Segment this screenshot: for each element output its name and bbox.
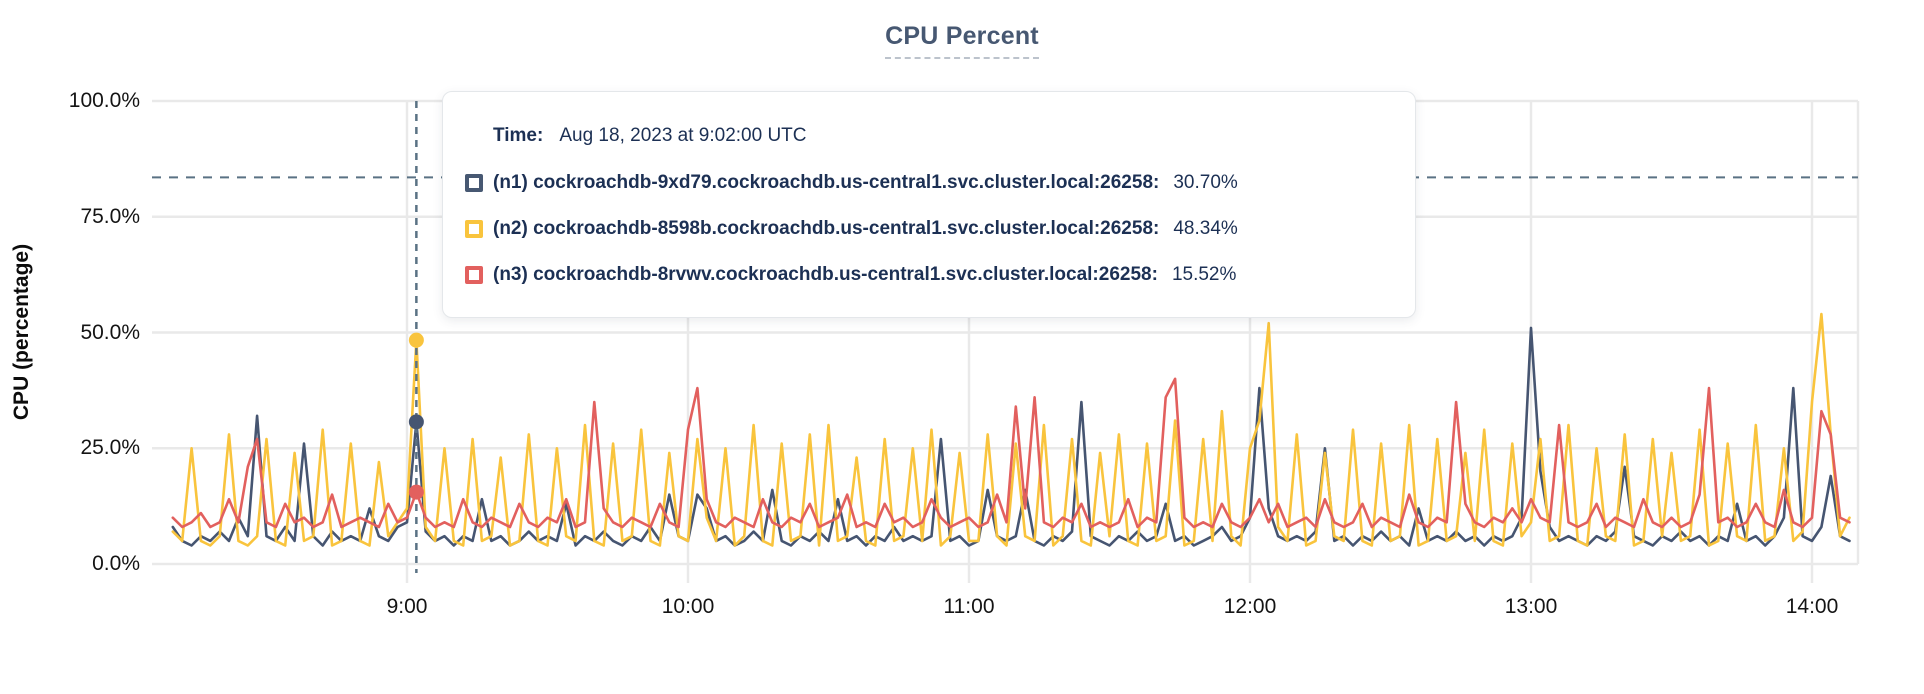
series-n1-swatch-icon [465, 174, 483, 192]
legend-row-n1: (n1) cockroachdb-9xd79.cockroachdb.us-ce… [465, 172, 1385, 194]
chart-tooltip: Time: Aug 18, 2023 at 9:02:00 UTC (n1) co… [442, 91, 1416, 318]
series-n1-value: 30.70% [1173, 172, 1238, 193]
series-line-n1[interactable] [171, 326, 1851, 547]
series-n3-swatch-icon [465, 266, 483, 284]
series-n2-swatch-icon [465, 220, 483, 238]
x-tick-label: 10:00 [661, 595, 715, 618]
series-n3-label: (n3) cockroachdb-8rvwv.cockroachdb.us-ce… [493, 264, 1158, 285]
series-line-n3[interactable] [171, 377, 1851, 529]
legend-row-n2: (n2) cockroachdb-8598b.cockroachdb.us-ce… [465, 218, 1385, 240]
x-tick-label: 9:00 [386, 595, 428, 618]
highlight-dot-n3[interactable] [408, 484, 424, 500]
x-tick-label: 13:00 [1504, 595, 1558, 618]
tooltip-time-label: Time: [493, 125, 544, 146]
legend-row-n3: (n3) cockroachdb-8rvwv.cockroachdb.us-ce… [465, 264, 1385, 286]
y-tick-label: 25.0% [80, 436, 140, 460]
y-tick-label: 50.0% [80, 320, 140, 344]
highlight-dot-n2[interactable] [408, 332, 424, 348]
highlight-dot-n1[interactable] [408, 414, 424, 430]
tooltip-time-row: Time: Aug 18, 2023 at 9:02:00 UTC [493, 125, 1385, 147]
y-tick-label: 100.0% [68, 89, 140, 112]
x-tick-label: 12:00 [1223, 595, 1277, 618]
y-tick-label: 0.0% [92, 552, 140, 575]
series-n3-value: 15.52% [1171, 264, 1237, 285]
tooltip-time-value: Aug 18, 2023 at 9:02:00 UTC [559, 125, 807, 146]
series-n2-label: (n2) cockroachdb-8598b.cockroachdb.us-ce… [493, 218, 1160, 239]
chart-title[interactable]: CPU Percent [885, 22, 1039, 59]
chart-title-wrap: CPU Percent [0, 22, 1924, 59]
series-n2-value: 48.34% [1173, 218, 1238, 239]
x-tick-label: 14:00 [1785, 595, 1839, 618]
y-tick-label: 75.0% [80, 204, 140, 228]
series-n1-label: (n1) cockroachdb-9xd79.cockroachdb.us-ce… [493, 172, 1160, 193]
x-tick-label: 11:00 [943, 595, 995, 618]
